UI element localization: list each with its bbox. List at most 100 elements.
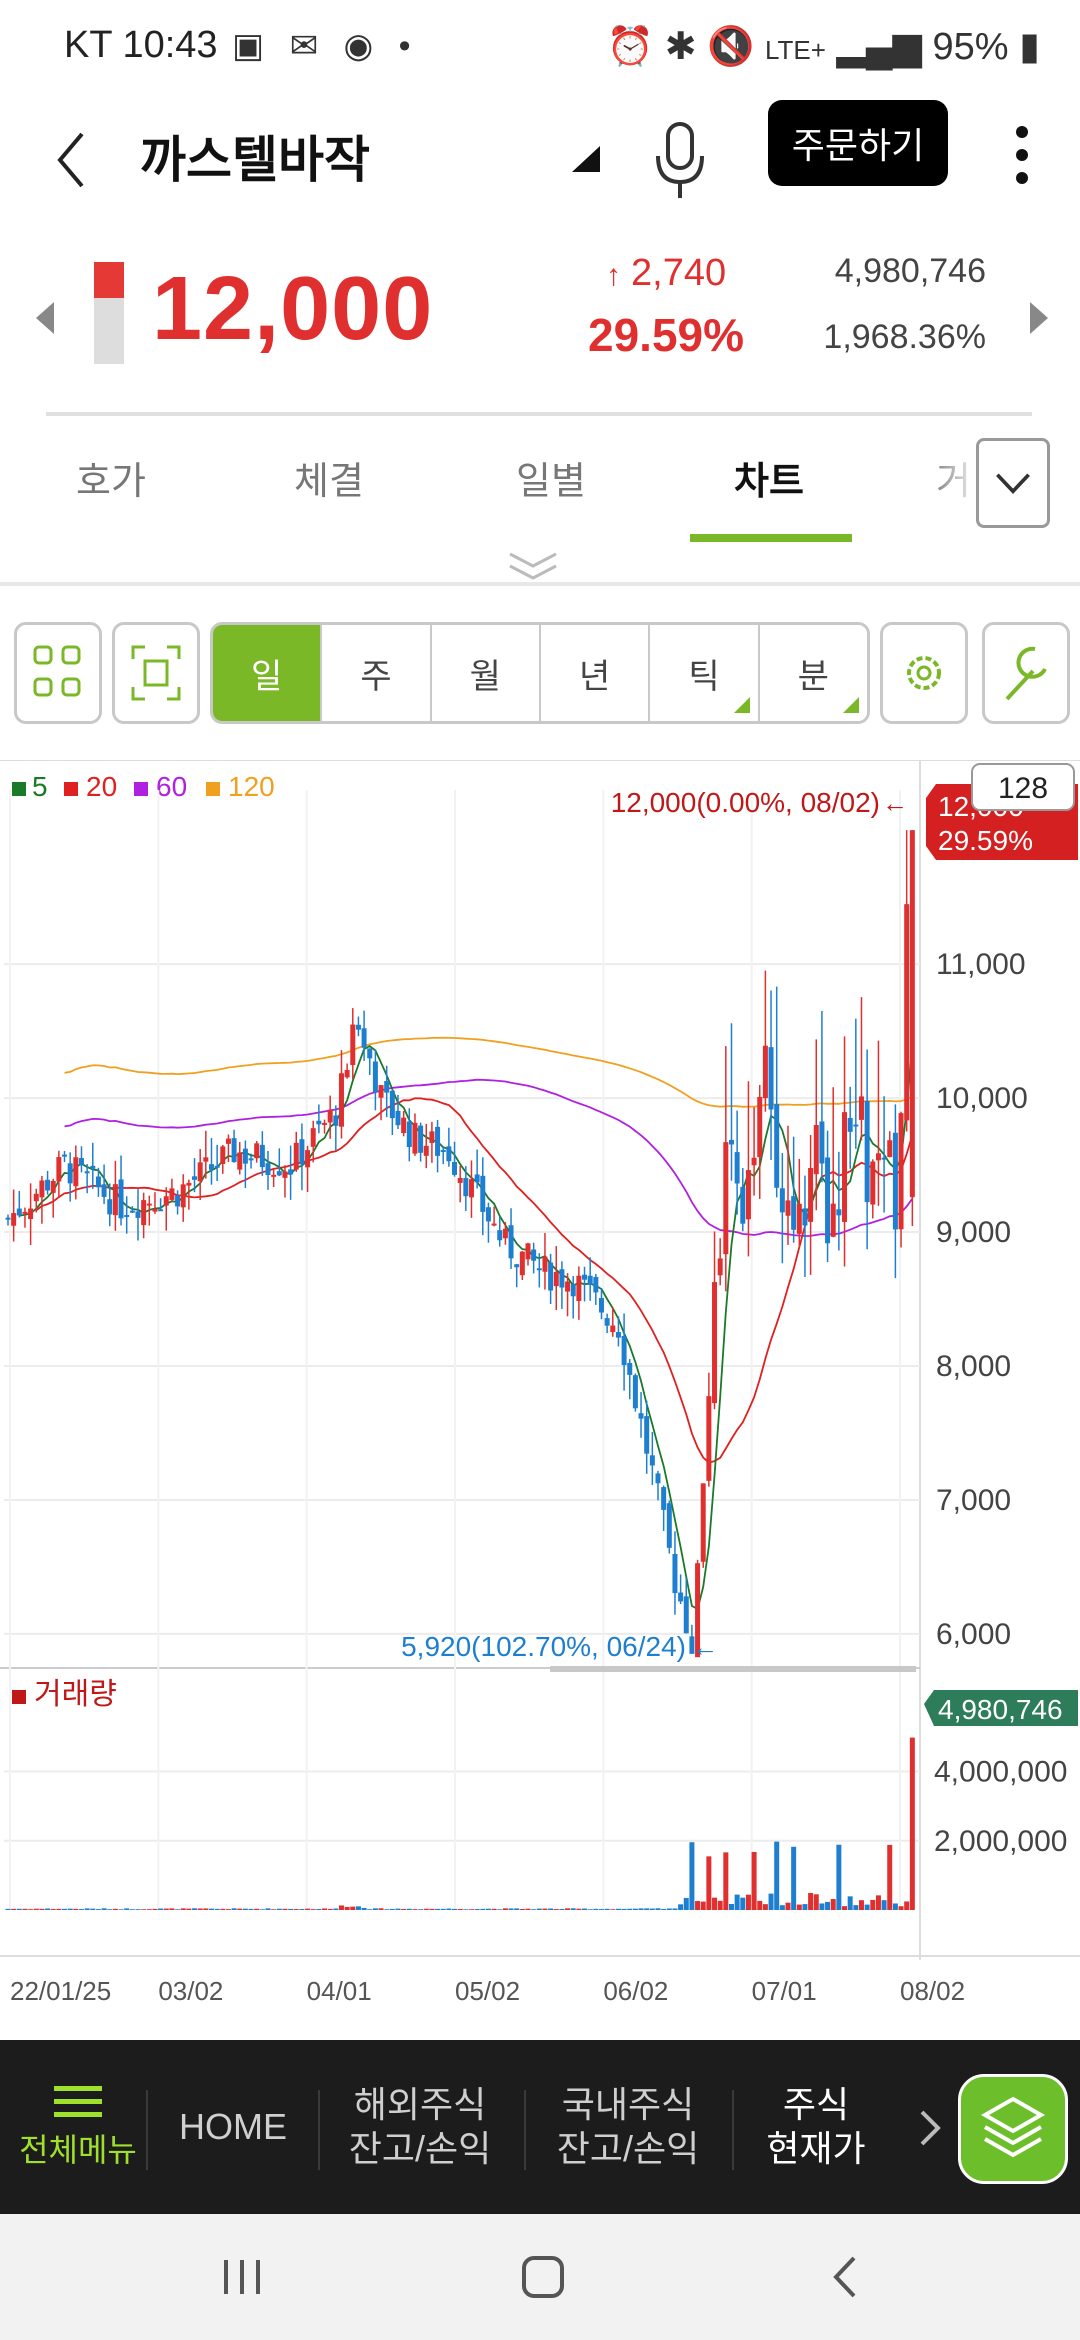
up-arrow-icon: ↑ (606, 259, 621, 292)
candle-body (661, 1487, 667, 1510)
volume-bar (90, 1908, 96, 1910)
volume-bar (683, 1897, 689, 1910)
period-day[interactable]: 일 (213, 625, 323, 721)
menu-separator (146, 2090, 148, 2170)
candle-body (615, 1332, 621, 1338)
period-minute[interactable]: 분 (759, 625, 867, 721)
tab-chart[interactable]: 차트 (734, 461, 804, 503)
candle-body (310, 1128, 316, 1147)
collapse-chevron-icon[interactable] (506, 548, 560, 582)
candle-body (842, 1112, 848, 1222)
next-stock-icon[interactable] (1024, 298, 1054, 338)
menu-scroll-right-icon[interactable] (910, 2100, 950, 2156)
volume-bar (265, 1908, 271, 1910)
volume-bar (78, 1909, 84, 1910)
volume-bar (152, 1908, 158, 1910)
candle-body (254, 1143, 260, 1159)
stock-name[interactable]: 까스텔바작 (140, 132, 370, 188)
order-button[interactable]: 주문하기 (768, 100, 948, 186)
menu-home[interactable]: HOME (179, 2106, 287, 2147)
candle-body (192, 1176, 198, 1180)
volume-bar (180, 1908, 186, 1910)
volume-bar (830, 1899, 836, 1910)
microphone-icon[interactable] (648, 114, 712, 204)
menu-stock-price[interactable]: 주식 현재가 (766, 2084, 866, 2169)
candle-body (796, 1203, 802, 1234)
candle-body (220, 1146, 226, 1164)
volume-bar (785, 1902, 791, 1910)
tab-orderbook[interactable]: 호가 (76, 461, 146, 503)
chart-scrollbar[interactable] (550, 1666, 916, 1672)
menu-overseas-balance[interactable]: 해외주식 잔고/손익 (348, 2084, 492, 2169)
tabs-expand-icon[interactable] (976, 438, 1050, 528)
menu-separator (318, 2090, 320, 2170)
candle-body (723, 1142, 729, 1255)
back-icon[interactable] (30, 116, 120, 206)
tab-daily[interactable]: 일별 (516, 461, 586, 503)
candle-body (621, 1335, 627, 1366)
period-selector: 일 주 월 년 틱 분 (210, 622, 870, 724)
volume-bar (169, 1908, 175, 1910)
volume-bar (45, 1908, 51, 1910)
candle-body (655, 1473, 661, 1484)
volume-bar (452, 1908, 458, 1910)
layout-grid-button[interactable] (14, 622, 102, 724)
period-year[interactable]: 년 (540, 625, 651, 721)
bottom-menu: 전체메뉴 HOME 해외주식 잔고/손익 국내주식 잔고/손익 주식 현재가 (0, 2040, 1080, 2214)
chart-canvas[interactable]: 5 20 60 120 11,000 10,000 9,000 8,000 7,000 6… (0, 760, 1080, 2026)
chart-settings-button[interactable] (880, 622, 968, 724)
home-icon[interactable] (518, 2252, 568, 2302)
stock-dropdown-icon[interactable] (566, 142, 600, 176)
period-tick[interactable]: 틱 (650, 625, 760, 721)
volume-bar (389, 1908, 395, 1910)
layers-fab[interactable] (958, 2074, 1068, 2184)
volume-bar (463, 1909, 469, 1910)
chart-tools-button[interactable] (982, 622, 1070, 724)
prev-stock-icon[interactable] (30, 298, 60, 338)
candle-body (683, 1596, 689, 1634)
candle-body (909, 830, 915, 1198)
candle-body (825, 1157, 831, 1244)
candles (5, 830, 915, 1658)
more-options-icon[interactable] (992, 110, 1052, 200)
all-menu-button[interactable]: 전체메뉴 (8, 2040, 148, 2214)
ma120-line (64, 1036, 913, 1108)
candle-body (502, 1228, 508, 1239)
back-nav-icon[interactable] (826, 2252, 866, 2302)
candle-body (774, 1104, 780, 1188)
volume-bar (559, 1908, 565, 1910)
candle-body (649, 1455, 655, 1466)
volume-bar (118, 1909, 124, 1910)
volume-bar (350, 1906, 356, 1910)
candle-body (480, 1175, 486, 1212)
period-month[interactable]: 월 (431, 625, 541, 721)
count-badge[interactable]: 128 (971, 763, 1075, 811)
candle-body (644, 1416, 650, 1454)
candle-body (180, 1184, 186, 1208)
candle-body (372, 1061, 378, 1093)
candle-body (870, 1161, 876, 1205)
candle-body (485, 1207, 491, 1222)
menu-domestic-balance[interactable]: 국내주식 잔고/손익 (556, 2084, 700, 2169)
volume-bar (62, 1908, 68, 1910)
volume-bar (887, 1844, 893, 1910)
candle-body (808, 1168, 814, 1222)
recent-apps-icon[interactable] (218, 2254, 266, 2300)
fullscreen-button[interactable] (112, 622, 200, 724)
volume-bar (254, 1908, 260, 1910)
time-tick-label: 06/02 (603, 1976, 668, 2006)
candle-body (322, 1122, 328, 1125)
candle-body (84, 1171, 90, 1174)
volume-bar (163, 1908, 169, 1910)
candle-body (367, 1048, 373, 1059)
candle-body (28, 1208, 34, 1220)
candle-body (582, 1274, 588, 1280)
tab-trades[interactable]: 체결 (294, 461, 364, 503)
volume-bar (497, 1909, 503, 1910)
candle-body (197, 1162, 203, 1182)
candle-body (632, 1375, 638, 1409)
candle-body (446, 1146, 452, 1162)
candle-body (542, 1256, 548, 1272)
period-week[interactable]: 주 (322, 625, 432, 721)
stock-chart[interactable]: 5 20 60 120 11,000 10,000 9,000 8,000 7,000 6… (0, 760, 1080, 2026)
